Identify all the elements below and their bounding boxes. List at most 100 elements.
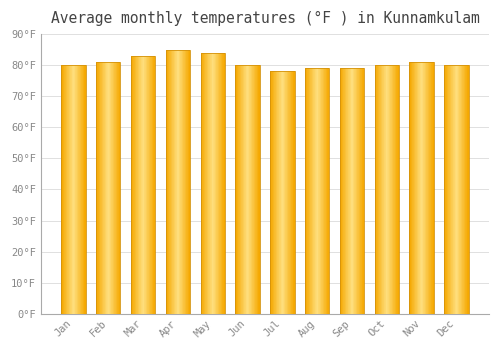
Bar [289,71,290,314]
Bar [284,71,285,314]
Bar [424,62,425,314]
Bar [250,65,251,314]
Bar [466,65,468,314]
Bar [184,50,185,314]
Bar [187,50,188,314]
Bar [211,53,212,314]
Bar [217,53,218,314]
Bar [321,68,322,314]
Bar [452,65,454,314]
Bar [374,65,399,314]
Bar [106,62,107,314]
Bar [251,65,252,314]
Title: Average monthly temperatures (°F ) in Kunnamkulam: Average monthly temperatures (°F ) in Ku… [50,11,480,26]
Bar [183,50,184,314]
Bar [62,65,63,314]
Bar [361,68,362,314]
Bar [305,68,306,314]
Bar [385,65,386,314]
Bar [153,56,154,314]
Bar [171,50,172,314]
Bar [350,68,352,314]
Bar [415,62,416,314]
Bar [242,65,244,314]
Bar [451,65,452,314]
Bar [376,65,377,314]
Bar [178,50,179,314]
Bar [314,68,316,314]
Bar [340,68,341,314]
Bar [252,65,253,314]
Bar [218,53,219,314]
Bar [202,53,203,314]
Bar [173,50,174,314]
Bar [274,71,275,314]
Bar [432,62,433,314]
Bar [223,53,224,314]
Bar [270,71,271,314]
Bar [107,62,108,314]
Bar [246,65,247,314]
Bar [422,62,423,314]
Bar [271,71,272,314]
Bar [423,62,424,314]
Bar [393,65,394,314]
Bar [322,68,323,314]
Bar [356,68,357,314]
Bar [391,65,392,314]
Bar [444,65,445,314]
Bar [100,62,101,314]
Bar [150,56,151,314]
Bar [111,62,112,314]
Bar [462,65,463,314]
Bar [236,65,260,314]
Bar [425,62,426,314]
Bar [464,65,465,314]
Bar [454,65,455,314]
Bar [397,65,398,314]
Bar [326,68,327,314]
Bar [116,62,117,314]
Bar [140,56,141,314]
Bar [444,65,468,314]
Bar [166,50,190,314]
Bar [363,68,364,314]
Bar [379,65,380,314]
Bar [143,56,144,314]
Bar [286,71,287,314]
Bar [64,65,65,314]
Bar [188,50,189,314]
Bar [168,50,169,314]
Bar [205,53,206,314]
Bar [115,62,116,314]
Bar [63,65,64,314]
Bar [212,53,214,314]
Bar [68,65,69,314]
Bar [144,56,145,314]
Bar [305,68,330,314]
Bar [312,68,313,314]
Bar [174,50,175,314]
Bar [189,50,190,314]
Bar [255,65,256,314]
Bar [215,53,216,314]
Bar [135,56,136,314]
Bar [72,65,73,314]
Bar [182,50,183,314]
Bar [136,56,137,314]
Bar [278,71,280,314]
Bar [259,65,260,314]
Bar [448,65,449,314]
Bar [354,68,355,314]
Bar [311,68,312,314]
Bar [459,65,460,314]
Bar [131,56,132,314]
Bar [241,65,242,314]
Bar [180,50,181,314]
Bar [248,65,250,314]
Bar [346,68,347,314]
Bar [240,65,241,314]
Bar [69,65,70,314]
Bar [458,65,459,314]
Bar [82,65,84,314]
